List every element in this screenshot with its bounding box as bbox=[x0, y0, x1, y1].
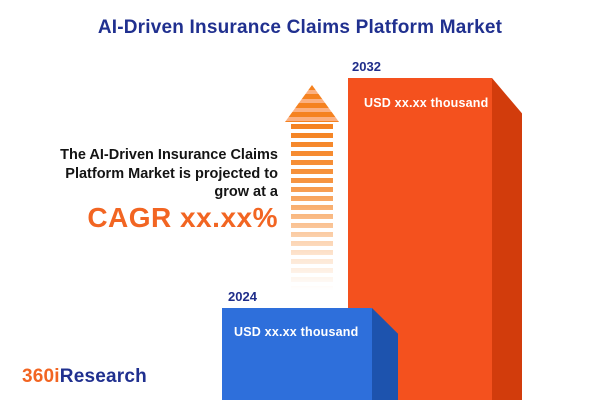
logo-prefix: 360i bbox=[22, 366, 60, 387]
bar-2024-year-label: 2024 bbox=[228, 289, 257, 304]
promo-line-2: Platform Market is projected to bbox=[65, 165, 278, 182]
logo-suffix: Research bbox=[59, 366, 147, 387]
bar-2032-value-label: USD xx.xx thousand bbox=[364, 96, 489, 110]
bar-2024 bbox=[222, 308, 372, 400]
promo-text: The AI-Driven Insurance Claims Platform … bbox=[36, 146, 278, 202]
promo-line-1: The AI-Driven Insurance Claims bbox=[60, 147, 278, 163]
growth-arrow-icon bbox=[285, 85, 339, 122]
bar-2024-value-label: USD xx.xx thousand bbox=[234, 325, 359, 339]
page-title: AI-Driven Insurance Claims Platform Mark… bbox=[97, 17, 503, 38]
bar-2032-side-face bbox=[492, 78, 522, 400]
bar-2032-year-label: 2032 bbox=[352, 59, 381, 74]
promo-line-3: grow at a bbox=[214, 184, 278, 201]
cagr-value: CAGR xx.xx% bbox=[87, 202, 278, 233]
company-logo: 360iResearch bbox=[22, 366, 147, 388]
growth-arrow-stripes bbox=[291, 124, 333, 290]
